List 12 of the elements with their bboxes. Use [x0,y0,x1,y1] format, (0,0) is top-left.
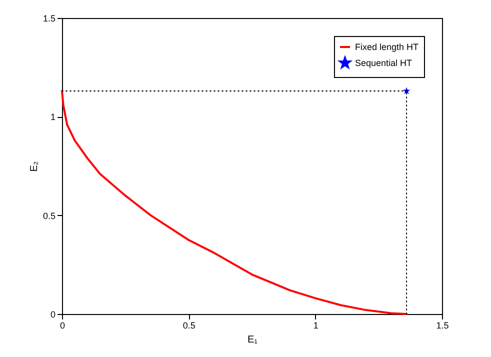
x-axis-title: E₁ [247,334,258,346]
y-tick-label: 1.5 [42,14,56,24]
x-tick-label: 1 [313,320,318,330]
legend-label: Sequential HT [355,58,413,68]
y-axis-title: E₂ [28,161,40,172]
x-tick-label: 0 [60,320,66,330]
y-tick-label: 0 [50,310,56,320]
x-tick-label: 1.5 [436,320,449,330]
y-tick-label: 1 [50,112,56,122]
y-tick-label: 0.5 [42,210,56,221]
x-tick-label: 0.5 [182,320,196,330]
legend-label: Fixed length HT [355,42,420,52]
